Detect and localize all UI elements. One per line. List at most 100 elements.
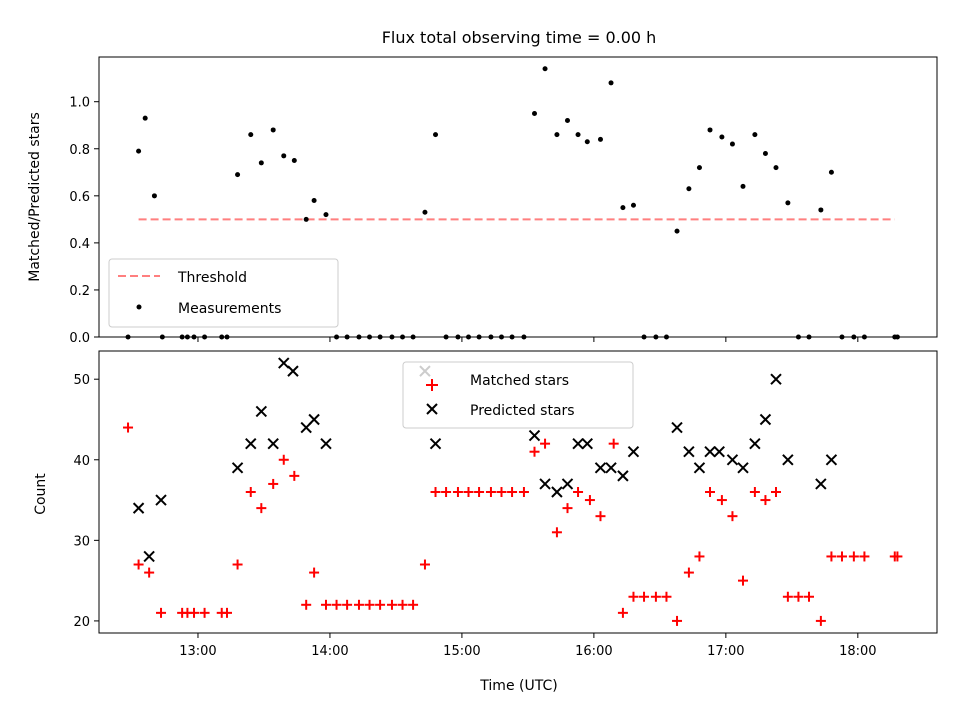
legend-threshold-label: Threshold: [177, 270, 247, 286]
predicted-stars-point: [308, 413, 320, 426]
top-ytick-label: 1.0: [69, 96, 90, 111]
matched-stars-point: [408, 599, 419, 610]
top-ytick-label: 0.4: [69, 237, 90, 252]
matched-stars-point: [320, 599, 331, 610]
predicted-stars-point: [581, 437, 593, 450]
matched-stars-point: [156, 607, 167, 618]
matched-stars-point: [375, 599, 386, 610]
measurements-point: [584, 139, 590, 145]
matched-stars-point: [232, 559, 243, 570]
bottom-ylabel: Count: [33, 473, 49, 515]
matched-stars-point: [859, 551, 870, 562]
legend-measurements-swatch: [136, 304, 142, 310]
matched-stars-point: [738, 575, 749, 586]
measurements-point: [136, 148, 142, 154]
top-legend-box: [108, 258, 339, 328]
top-ytick-label: 0.2: [69, 284, 90, 299]
measurements-point: [564, 118, 570, 124]
predicted-stars-point: [429, 437, 442, 450]
matched-stars-point: [189, 607, 200, 618]
bottom-xtick-label: 14:00: [311, 644, 348, 659]
matched-stars-point: [672, 615, 683, 626]
predicted-stars-point: [267, 437, 279, 450]
measurements-point: [311, 198, 317, 204]
measurements-point: [248, 132, 254, 138]
measurements-point: [729, 141, 735, 147]
matched-stars-point: [584, 495, 595, 506]
predicted-stars-point: [155, 494, 167, 506]
predicted-stars-point: [231, 462, 244, 474]
bottom-xtick-label: 15:00: [443, 644, 480, 659]
measurements-point: [785, 200, 791, 206]
matched-stars-point: [815, 615, 826, 626]
predicted-stars-point: [704, 446, 716, 458]
matched-stars-point: [419, 559, 430, 570]
predicted-stars-point: [320, 437, 332, 450]
matched-stars-point: [133, 559, 144, 570]
measurements-point: [762, 150, 768, 156]
matched-stars-point: [301, 599, 312, 610]
matched-stars-point: [386, 599, 397, 610]
measurements-point: [752, 132, 758, 138]
bottom-legend: Matched stars Predicted stars: [402, 361, 634, 429]
matched-stars-point: [278, 454, 289, 465]
bottom-xtick-label: 18:00: [839, 644, 876, 659]
matched-stars-point: [551, 527, 562, 538]
top-ytick-label: 0.0: [69, 331, 90, 346]
matched-stars-point: [309, 567, 320, 578]
measurements-point: [686, 186, 692, 192]
matched-stars-point: [683, 567, 694, 578]
matched-stars-point: [749, 487, 760, 497]
predicted-stars-point: [770, 373, 782, 385]
matched-stars-point: [364, 599, 375, 610]
predicted-stars-point: [627, 446, 640, 458]
top-content: [125, 66, 900, 340]
measurements-point: [422, 209, 428, 215]
predicted-stars-point: [255, 405, 268, 418]
matched-stars-point: [397, 599, 408, 610]
matched-stars-point: [463, 487, 474, 497]
legend-matched-swatch: [426, 379, 438, 391]
measurements-point: [323, 212, 329, 218]
matched-stars-point: [661, 591, 672, 602]
measurements-point: [828, 169, 834, 175]
predicted-stars-point: [572, 437, 584, 450]
measurements-point: [433, 132, 439, 138]
matched-stars-point: [628, 591, 639, 602]
predicted-stars-point: [132, 502, 145, 514]
matched-stars-point: [803, 591, 814, 602]
matched-stars-point: [705, 487, 716, 497]
matched-stars-point: [144, 567, 155, 578]
measurements-point: [608, 80, 614, 86]
predicted-stars-point: [605, 462, 617, 474]
predicted-stars-point: [617, 470, 629, 482]
matched-stars-point: [540, 438, 551, 449]
predicted-stars-point: [594, 462, 607, 474]
matched-stars-point: [760, 495, 771, 506]
top-ylabel: Matched/Predicted stars: [27, 112, 43, 282]
measurements-point: [542, 66, 548, 72]
measurements-point: [151, 193, 157, 199]
predicted-stars-point: [561, 478, 574, 490]
measurements-point: [270, 127, 276, 133]
measurements-point: [773, 165, 779, 171]
matched-stars-point: [562, 503, 573, 514]
measurements-point: [235, 172, 241, 178]
measurements-point: [696, 165, 702, 171]
predicted-stars-point: [825, 454, 838, 466]
predicted-stars-point: [528, 429, 541, 442]
matched-stars-point: [485, 487, 496, 497]
predicted-stars-point: [245, 437, 257, 450]
matched-stars-point: [639, 591, 650, 602]
measurements-point: [620, 205, 626, 211]
bottom-ytick-label: 40: [73, 454, 90, 469]
chart-title: Flux total observing time = 0.00 h: [382, 28, 657, 47]
matched-stars-point: [507, 487, 518, 497]
bottom-ticks: 20 30 40 50 13:00 14:00 15:00 16:00 17:00 18:00: [73, 373, 876, 659]
top-ytick-label: 0.6: [69, 190, 90, 205]
matched-stars-point: [573, 487, 584, 497]
matched-stars-point: [892, 551, 903, 562]
top-ytick-label: 0.8: [69, 143, 90, 158]
predicted-stars-point: [713, 446, 725, 458]
